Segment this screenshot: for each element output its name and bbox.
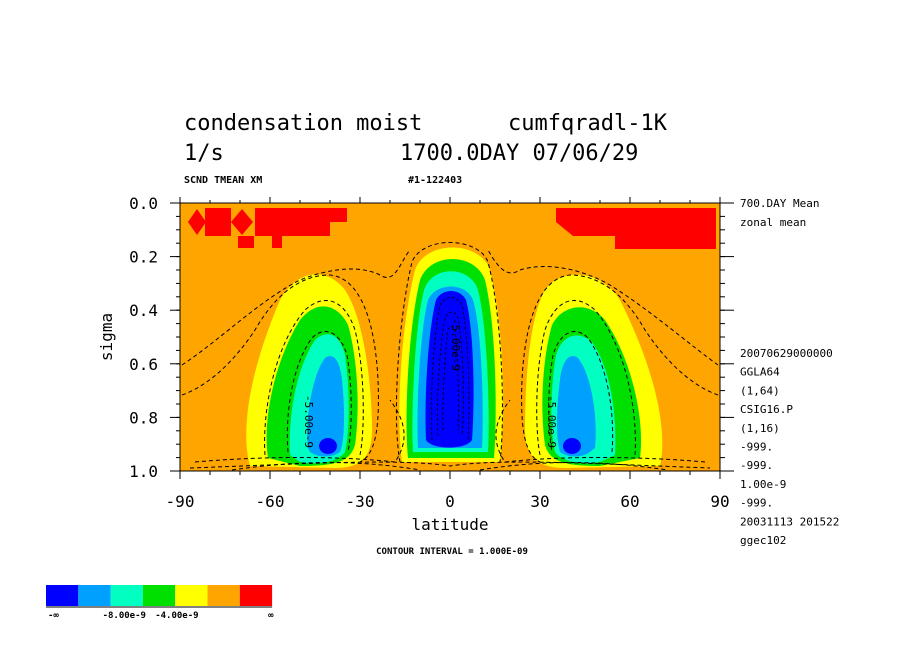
mean-type: zonal mean xyxy=(740,216,806,229)
y-axis-label: sigma xyxy=(97,313,116,361)
contour-label: -5.00e-9 xyxy=(545,395,558,448)
colorbar-label: -8.00e-9 xyxy=(103,611,146,621)
chart-title-overlap: cumfqradl-1K xyxy=(508,111,668,136)
contour-label: -5.00e-9 xyxy=(302,395,315,448)
center-cell xyxy=(399,247,503,462)
left-cell xyxy=(246,274,372,468)
colorbar-label: -∞ xyxy=(48,611,59,621)
run-id: #1-122403 xyxy=(408,175,462,186)
metadata-item: CSIG16.P xyxy=(740,403,793,416)
x-tick-label: 60 xyxy=(620,492,639,511)
metadata-item: 20031113 201522 xyxy=(740,515,839,528)
y-tick-label: 0.8 xyxy=(129,408,158,427)
metadata-item: ggec102 xyxy=(740,534,786,547)
y-axis: 0.0 0.2 0.4 0.6 0.8 1.0 xyxy=(129,194,734,481)
contour-label: -5.00e-9 xyxy=(449,318,462,371)
metadata-item: 1.00e-9 xyxy=(740,478,786,491)
colorbar: -∞ -8.00e-9 -4.00e-9 ∞ xyxy=(46,585,274,621)
mean-period: 700.DAY Mean xyxy=(740,197,819,210)
colorbar-swatch xyxy=(239,585,273,606)
y-tick-label: 0.6 xyxy=(129,355,158,374)
x-axis-label: latitude xyxy=(411,515,488,534)
metadata-list: 20070629000000 GGLA64 (1,64) CSIG16.P (1,16)… xyxy=(740,347,839,547)
x-tick-label: 90 xyxy=(710,492,729,511)
y-tick-label: 1.0 xyxy=(129,462,158,481)
y-tick-label: 0.2 xyxy=(129,248,158,267)
x-tick-label: 30 xyxy=(530,492,549,511)
right-cell xyxy=(525,274,663,468)
x-tick-label: -90 xyxy=(166,492,195,511)
x-axis: -90 -60 -30 0 30 60 90 xyxy=(166,197,730,511)
y-tick-label: 0.0 xyxy=(129,194,158,213)
colorbar-swatch xyxy=(142,585,176,606)
y-tick-label: 0.4 xyxy=(129,301,158,320)
colorbar-label: -4.00e-9 xyxy=(155,611,198,621)
variable-code: SCND TMEAN XM xyxy=(184,175,262,186)
x-tick-label: -60 xyxy=(256,492,285,511)
x-tick-label: 0 xyxy=(445,492,455,511)
metadata-item: (1,64) xyxy=(740,384,780,397)
metadata-item: 20070629000000 xyxy=(740,347,833,360)
colorbar-swatch xyxy=(175,585,208,606)
metadata-item: -999. xyxy=(740,441,773,454)
colorbar-swatch xyxy=(78,585,111,606)
colorbar-label: ∞ xyxy=(268,611,274,621)
chart-unit: 1/s xyxy=(184,141,224,166)
metadata-item: (1,16) xyxy=(740,422,780,435)
colorbar-swatch xyxy=(46,585,79,606)
contour-interval: CONTOUR INTERVAL = 1.000E-09 xyxy=(376,547,528,557)
contour-labels: -5.00e-9 -5.00e-9 -5.00e-9 xyxy=(302,318,558,448)
colorbar-swatch xyxy=(207,585,240,606)
metadata-item: -999. xyxy=(740,497,773,510)
contour-fill xyxy=(180,203,720,471)
positive-region xyxy=(188,208,716,249)
contour-lines xyxy=(181,242,719,471)
x-tick-label: -30 xyxy=(346,492,375,511)
center-core-contours xyxy=(431,297,470,441)
metadata-item: GGLA64 xyxy=(740,366,780,379)
colorbar-swatch xyxy=(110,585,143,606)
chart-time-stamp: 1700.0DAY 07/06/29 xyxy=(400,141,638,166)
metadata-item: -999. xyxy=(740,459,773,472)
chart-title: condensation moist xyxy=(184,111,422,136)
